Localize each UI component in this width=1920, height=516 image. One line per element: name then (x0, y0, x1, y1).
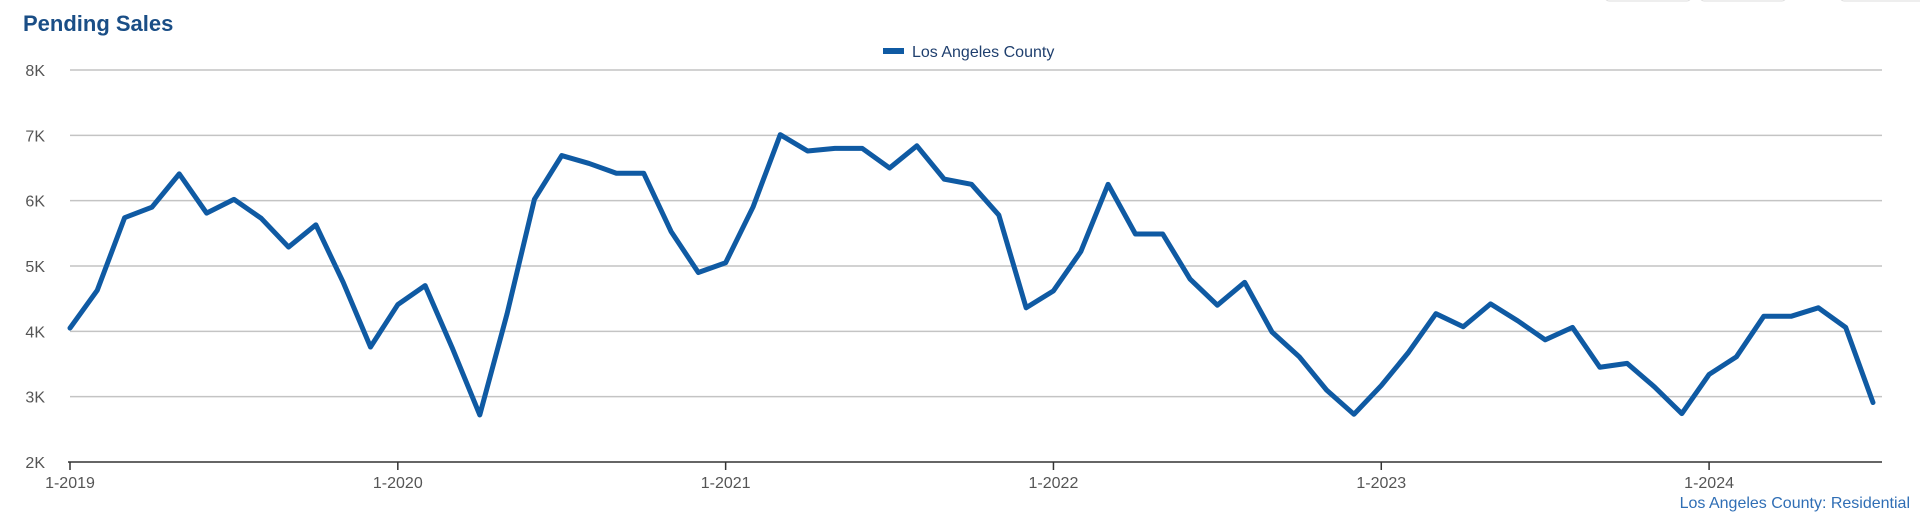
x-tick-label-1-2023: 1-2023 (1356, 475, 1406, 492)
data-point-19[interactable] (586, 160, 592, 166)
data-point-33[interactable] (969, 181, 975, 187)
data-point-29[interactable] (859, 145, 865, 151)
data-point-51[interactable] (1460, 324, 1466, 330)
chart-title: Pending Sales (23, 11, 173, 36)
data-point-34[interactable] (996, 212, 1002, 218)
top-button-1[interactable] (1605, 0, 1691, 2)
data-point-1[interactable] (94, 287, 100, 293)
data-point-50[interactable] (1433, 311, 1439, 317)
data-point-24[interactable] (723, 260, 729, 266)
x-axis: 1-2019 1-2020 1-2021 1-2022 1-2023 1-2024 (45, 461, 1882, 492)
y-tick-label-7k: 7K (25, 128, 45, 145)
data-point-62[interactable] (1761, 313, 1767, 319)
data-point-3[interactable] (149, 204, 155, 210)
data-point-26[interactable] (777, 132, 783, 138)
data-point-37[interactable] (1078, 249, 1084, 255)
data-point-14[interactable] (449, 345, 455, 351)
y-tick-label-5k: 5K (25, 259, 45, 276)
data-point-4[interactable] (176, 171, 182, 177)
data-point-57[interactable] (1624, 360, 1630, 366)
data-point-8[interactable] (286, 244, 292, 250)
data-point-52[interactable] (1488, 301, 1494, 307)
data-point-64[interactable] (1815, 305, 1821, 311)
y-tick-label-8k: 8K (25, 63, 45, 80)
data-point-17[interactable] (531, 196, 537, 202)
data-point-54[interactable] (1542, 337, 1548, 343)
gridlines (70, 69, 1882, 398)
x-tick-label-1-2020: 1-2020 (373, 475, 423, 492)
y-tick-label-6k: 6K (25, 194, 45, 211)
data-point-65[interactable] (1843, 324, 1849, 330)
data-point-35[interactable] (1023, 305, 1029, 311)
data-point-21[interactable] (641, 170, 647, 176)
x-tick-label-1-2024: 1-2024 (1684, 475, 1734, 492)
data-point-36[interactable] (1050, 288, 1056, 294)
data-point-6[interactable] (231, 196, 237, 202)
data-point-31[interactable] (914, 143, 920, 149)
data-point-43[interactable] (1242, 279, 1248, 285)
data-point-55[interactable] (1570, 324, 1576, 330)
chart-caption: Los Angeles County: Residential (1680, 495, 1910, 512)
data-point-49[interactable] (1406, 349, 1412, 355)
data-point-9[interactable] (313, 222, 319, 228)
data-point-18[interactable] (559, 153, 565, 159)
data-point-39[interactable] (1132, 231, 1138, 237)
data-point-42[interactable] (1214, 302, 1220, 308)
data-point-22[interactable] (668, 228, 674, 234)
data-point-20[interactable] (613, 170, 619, 176)
data-point-40[interactable] (1160, 231, 1166, 237)
data-point-38[interactable] (1105, 181, 1111, 187)
data-point-7[interactable] (258, 215, 264, 221)
data-point-12[interactable] (395, 302, 401, 308)
data-point-5[interactable] (204, 210, 210, 216)
y-tick-label-4k: 4K (25, 324, 45, 341)
data-point-13[interactable] (422, 283, 428, 289)
data-point-61[interactable] (1733, 354, 1739, 360)
data-point-30[interactable] (887, 165, 893, 171)
data-point-53[interactable] (1515, 318, 1521, 324)
data-point-56[interactable] (1597, 364, 1603, 370)
data-point-47[interactable] (1351, 411, 1357, 417)
plot-area (67, 132, 1876, 418)
data-point-28[interactable] (832, 145, 838, 151)
data-point-59[interactable] (1679, 411, 1685, 417)
data-point-15[interactable] (477, 412, 483, 418)
top-button-3[interactable] (1840, 0, 1920, 2)
data-point-23[interactable] (695, 270, 701, 276)
data-point-11[interactable] (368, 344, 374, 350)
y-axis-ticks: 2K 3K 4K 5K 6K 7K 8K (25, 63, 45, 472)
data-point-2[interactable] (122, 215, 128, 221)
series-line-los-angeles-county (67, 132, 1876, 418)
data-point-48[interactable] (1378, 383, 1384, 389)
data-point-25[interactable] (750, 204, 756, 210)
data-point-63[interactable] (1788, 313, 1794, 319)
data-point-0[interactable] (67, 325, 73, 331)
top-button-2[interactable] (1700, 0, 1786, 2)
data-point-44[interactable] (1269, 329, 1275, 335)
data-point-60[interactable] (1706, 371, 1712, 377)
data-point-58[interactable] (1651, 384, 1657, 390)
legend[interactable]: Los Angeles County (883, 44, 1054, 61)
x-tick-label-1-2022: 1-2022 (1029, 475, 1079, 492)
data-point-32[interactable] (941, 176, 947, 182)
data-point-16[interactable] (504, 311, 510, 317)
x-tick-label-1-2019: 1-2019 (45, 475, 95, 492)
y-tick-label-2k: 2K (25, 455, 45, 472)
legend-label-los-angeles-county[interactable]: Los Angeles County (912, 44, 1054, 61)
data-point-66[interactable] (1870, 400, 1876, 406)
data-point-46[interactable] (1324, 387, 1330, 393)
data-point-45[interactable] (1296, 354, 1302, 360)
y-tick-label-3k: 3K (25, 390, 45, 407)
data-point-27[interactable] (805, 148, 811, 154)
x-tick-label-1-2021: 1-2021 (701, 475, 751, 492)
data-point-10[interactable] (340, 279, 346, 285)
data-point-41[interactable] (1187, 276, 1193, 282)
